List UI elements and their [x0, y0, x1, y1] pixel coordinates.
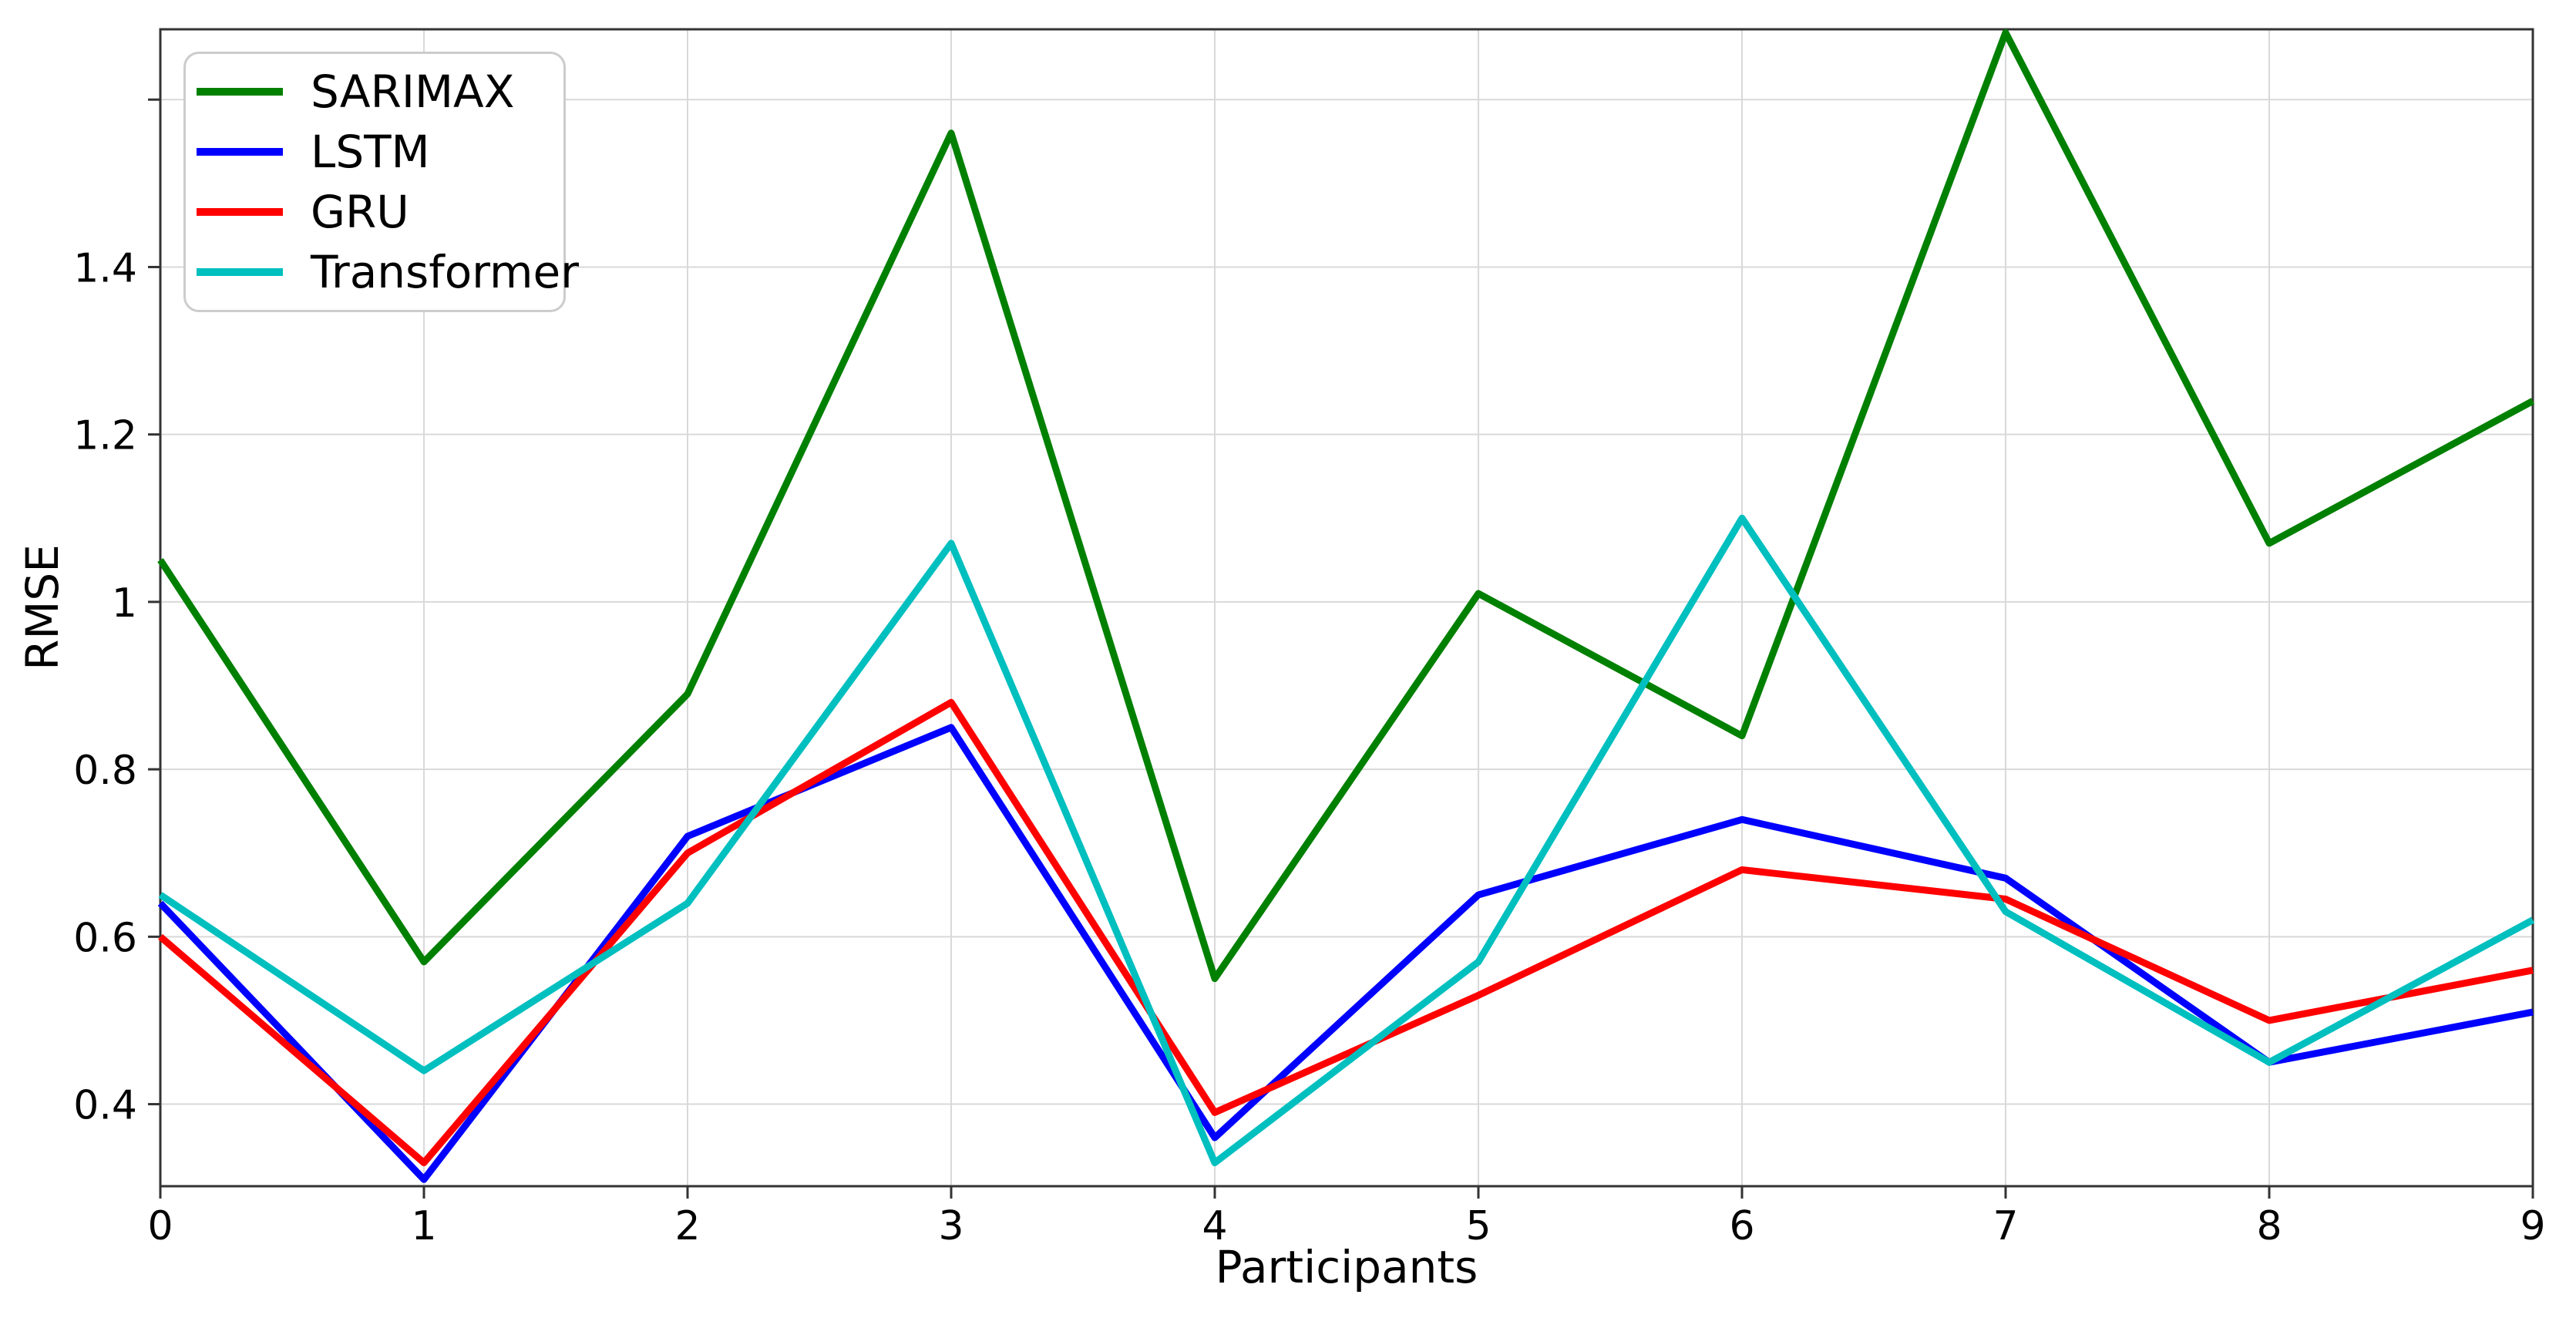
- legend-label: SARIMAX: [311, 66, 515, 118]
- x-tick-label: 2: [674, 1203, 700, 1249]
- legend-line-swatch: [197, 148, 283, 156]
- y-tick-label: 1.4: [73, 245, 137, 291]
- legend-item: GRU: [197, 190, 556, 234]
- x-tick-label: 0: [147, 1203, 173, 1249]
- x-tick-labels: 0 1 2 3 4 5 6 7 8 9: [147, 1203, 2545, 1249]
- series-line-transformer: [158, 514, 2535, 1167]
- x-axis-label: Participants: [1216, 1241, 1478, 1293]
- legend-item: SARIMAX: [197, 69, 556, 114]
- x-tick-label: 4: [1202, 1203, 1227, 1249]
- legend-line-swatch: [197, 268, 283, 276]
- legend-label: GRU: [311, 186, 409, 238]
- x-tick-label: 3: [938, 1203, 963, 1249]
- y-tick-label: 1.2: [73, 413, 137, 459]
- x-tick-label: 6: [1729, 1203, 1754, 1249]
- series-line-sarimax: [157, 29, 2535, 983]
- y-tick-labels: 0.4 0.6 0.8 1 1.2 1.4: [73, 245, 137, 1128]
- plot-border: [159, 28, 2534, 1188]
- legend-item: Transformer: [197, 250, 579, 294]
- x-tick-label: 8: [2256, 1203, 2282, 1249]
- y-tick-label: 0.6: [73, 915, 137, 961]
- series-lines: [157, 29, 2535, 1183]
- x-tick-label: 7: [1993, 1203, 2018, 1249]
- x-tick-label: 5: [1465, 1203, 1491, 1249]
- tick-marks: [148, 98, 2534, 1199]
- series-line-lstm: [157, 724, 2534, 1183]
- legend-label: Transformer: [311, 246, 580, 298]
- legend: SARIMAX LSTM GRU Transformer: [183, 52, 579, 312]
- legend-label: LSTM: [311, 126, 430, 178]
- series-line-gru: [158, 698, 2534, 1167]
- legend-line-swatch: [197, 88, 283, 96]
- y-tick-label: 0.8: [73, 748, 137, 794]
- legend-item: LSTM: [197, 129, 556, 174]
- x-tick-label: 1: [411, 1203, 436, 1249]
- y-axis-label: RMSE: [16, 544, 69, 671]
- y-tick-label: 0.4: [73, 1083, 137, 1129]
- legend-line-swatch: [197, 208, 283, 216]
- y-tick-label: 1: [112, 580, 137, 627]
- x-tick-label: 9: [2520, 1203, 2545, 1249]
